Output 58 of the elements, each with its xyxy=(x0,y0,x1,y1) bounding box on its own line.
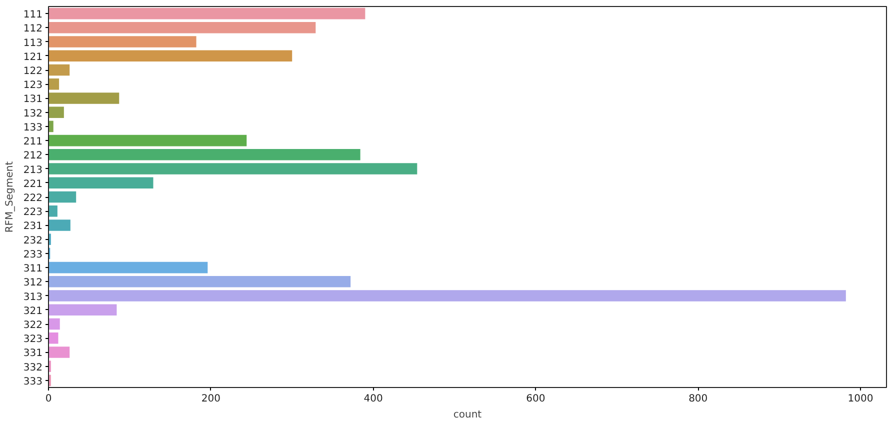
y-tick-label: 232 xyxy=(23,235,43,246)
x-axis-title: count xyxy=(453,410,482,420)
x-tick-label: 400 xyxy=(364,394,383,404)
y-tick-label: 332 xyxy=(23,362,43,374)
x-tick-label: 200 xyxy=(201,394,220,404)
bar xyxy=(48,22,316,34)
bar xyxy=(48,220,70,231)
bar xyxy=(48,276,351,288)
y-tick-label: 133 xyxy=(23,122,43,134)
bar xyxy=(48,318,60,330)
bar xyxy=(48,346,70,358)
bar xyxy=(48,64,70,76)
bar xyxy=(48,304,117,316)
y-tick-label: 333 xyxy=(23,376,43,388)
y-tick-label: 222 xyxy=(23,193,43,204)
y-tick-label: 312 xyxy=(23,278,43,289)
x-tick-label: 0 xyxy=(45,394,52,404)
y-tick-label: 221 xyxy=(23,178,43,190)
y-tick-label: 111 xyxy=(23,10,43,21)
y-tick-label: 131 xyxy=(23,94,43,106)
y-tick-label: 112 xyxy=(23,24,43,35)
bar xyxy=(48,177,154,189)
bar xyxy=(48,36,196,48)
y-tick-label: 311 xyxy=(23,264,43,275)
y-tick-label: 313 xyxy=(23,292,43,303)
y-tick-label: 321 xyxy=(23,306,43,317)
y-tick-label: 122 xyxy=(23,66,43,77)
y-tick-label: 113 xyxy=(23,38,43,49)
bar xyxy=(48,106,64,118)
bar xyxy=(48,8,366,20)
x-tick-label: 800 xyxy=(688,394,708,404)
y-tick-label: 322 xyxy=(23,320,43,331)
y-tick-label: 223 xyxy=(23,207,43,218)
bar xyxy=(48,290,846,302)
y-tick-label: 121 xyxy=(23,52,43,63)
bar xyxy=(48,78,60,90)
y-tick-label: 212 xyxy=(23,150,43,162)
bar xyxy=(48,92,120,104)
bar xyxy=(48,134,247,146)
y-tick-label: 213 xyxy=(23,164,43,176)
bar xyxy=(48,262,208,274)
bar xyxy=(48,120,54,132)
bar xyxy=(48,163,418,174)
y-tick-label: 211 xyxy=(23,136,43,148)
bar xyxy=(48,50,292,62)
bar xyxy=(48,191,76,203)
bar xyxy=(48,149,360,160)
y-tick-label: 233 xyxy=(23,249,43,260)
x-tick-label: 600 xyxy=(526,394,546,404)
y-tick-label: 331 xyxy=(23,348,43,360)
bar xyxy=(48,205,58,217)
y-tick-label: 132 xyxy=(23,108,43,120)
y-tick-label: 231 xyxy=(23,221,43,232)
y-axis-title: RFM_Segment xyxy=(4,161,16,233)
y-tick-label: 323 xyxy=(23,334,43,346)
bar xyxy=(48,332,58,344)
x-tick-label: 1000 xyxy=(848,394,874,404)
y-tick-label: 123 xyxy=(23,80,43,92)
